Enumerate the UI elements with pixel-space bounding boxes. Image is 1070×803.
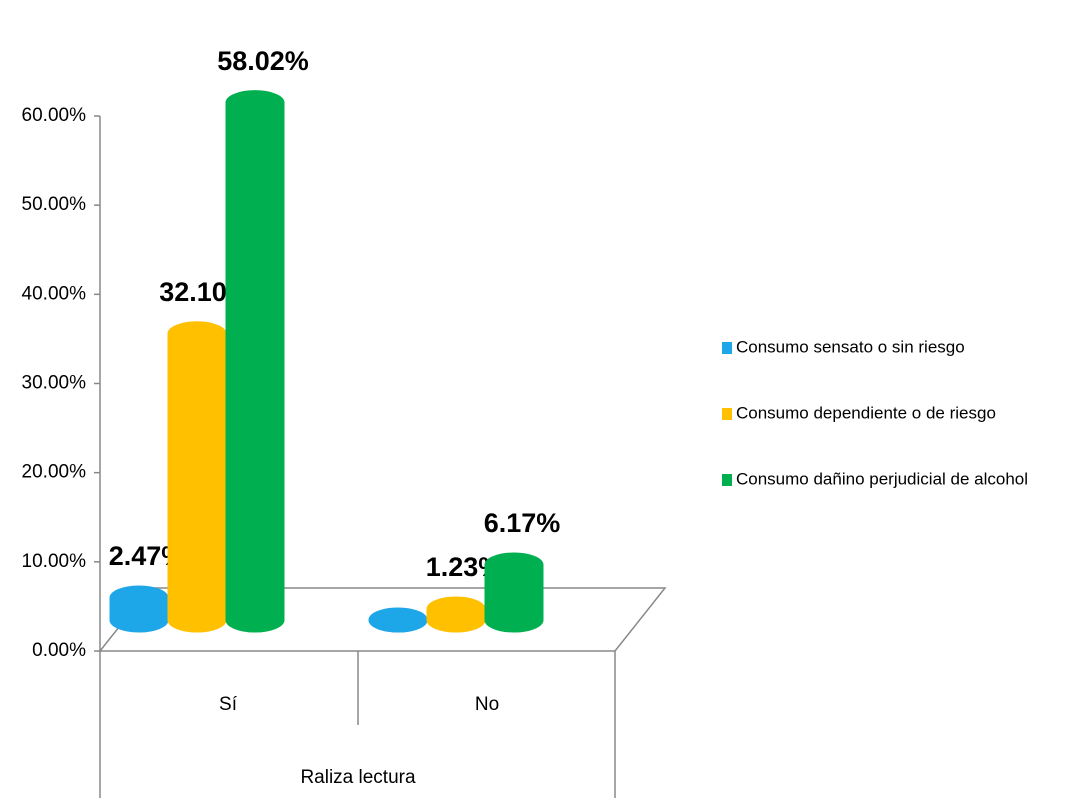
legend-swatch	[722, 474, 732, 486]
y-tick-label: 50.00%	[22, 194, 87, 215]
y-tick-label: 10.00%	[22, 551, 87, 572]
y-tick-label: 30.00%	[22, 373, 87, 394]
y-tick-label: 40.00%	[22, 283, 87, 304]
x-axis-title: Raliza lectura	[300, 767, 416, 788]
x-tick-label: Sí	[219, 694, 238, 715]
bar-body	[484, 564, 544, 633]
legend-swatch	[722, 342, 732, 354]
bar-top	[426, 596, 486, 622]
bar-top	[167, 321, 227, 347]
y-tick-label: 20.00%	[22, 462, 87, 483]
legend-label: Consumo dañino perjudicial de alcohol	[736, 469, 1028, 488]
bar-body	[225, 102, 285, 633]
bar-body	[167, 333, 227, 633]
bar-top	[484, 552, 544, 578]
y-tick-label: 0.00%	[32, 640, 86, 661]
bar-top	[109, 585, 169, 611]
legend-swatch	[722, 408, 732, 420]
x-tick-label: No	[475, 694, 499, 715]
y-tick-label: 60.00%	[22, 105, 87, 126]
legend-label: Consumo sensato o sin riesgo	[736, 337, 965, 356]
legend-label: Consumo dependiente o de riesgo	[736, 403, 996, 422]
bar-top	[225, 90, 285, 116]
data-label: 58.02%	[217, 46, 309, 76]
data-label: 6.17%	[484, 508, 561, 538]
bar-top	[368, 607, 428, 633]
